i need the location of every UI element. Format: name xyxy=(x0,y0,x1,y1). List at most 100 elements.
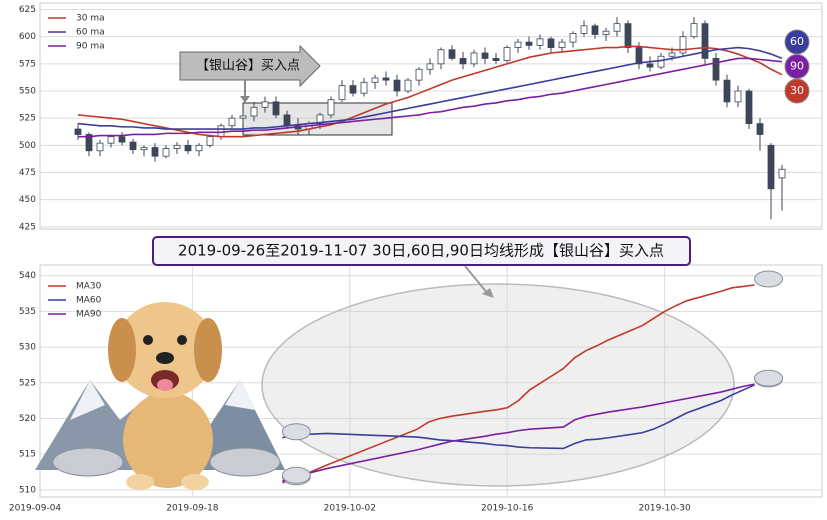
candle-body xyxy=(206,136,214,146)
end-label: 30 xyxy=(790,84,804,97)
candle-body xyxy=(272,101,280,116)
title-box xyxy=(152,236,691,266)
top-chart: 425 450 475 500 525 550 575 600 625 30 ma 60 ma 90 … xyxy=(19,5,822,232)
dog-tongue xyxy=(157,379,173,391)
candle-body xyxy=(701,23,709,59)
candle-body xyxy=(283,114,291,127)
candle-body xyxy=(162,148,170,157)
end-label-badge xyxy=(784,78,810,104)
candle-body xyxy=(195,144,203,152)
x-tick-label: 2019-09-04 xyxy=(9,504,62,514)
candle-body xyxy=(613,23,621,32)
candle-body xyxy=(481,52,489,59)
candle-body xyxy=(668,52,676,57)
decoration xyxy=(35,302,285,490)
y-tick-label: 525 xyxy=(19,378,36,388)
y-tick-label: 475 xyxy=(19,168,36,178)
ma-line xyxy=(78,57,783,138)
ma-line xyxy=(282,383,755,483)
candle-body xyxy=(569,33,577,43)
candle-body xyxy=(635,47,643,65)
candle-body xyxy=(690,23,698,38)
candle-body xyxy=(74,128,82,135)
title-pointer xyxy=(464,265,489,295)
candle-body xyxy=(96,142,104,152)
y-tick-label: 575 xyxy=(19,59,36,69)
snow xyxy=(225,380,255,410)
ma-line xyxy=(77,46,783,130)
silver-ingot xyxy=(281,466,311,484)
candle-body xyxy=(217,125,225,138)
y-tick-label: 600 xyxy=(19,32,36,42)
candle-body xyxy=(250,106,258,117)
candle-body xyxy=(558,41,566,48)
dog-eye xyxy=(177,335,187,345)
candle-body xyxy=(349,85,357,94)
candle-body xyxy=(624,23,632,48)
candle-body xyxy=(767,144,775,190)
candle-body xyxy=(470,52,478,65)
y-tick-label: 550 xyxy=(19,87,36,97)
candle-body xyxy=(580,25,588,34)
candle-body xyxy=(646,63,654,68)
candle-body xyxy=(371,77,379,83)
candle-body xyxy=(591,25,599,35)
candle-body xyxy=(239,115,247,119)
candle-body xyxy=(140,147,148,151)
legend-label: 90 ma xyxy=(76,42,105,52)
x-tick-label: 2019-10-16 xyxy=(481,504,534,514)
annotation: 【银山谷】买入点 xyxy=(196,59,300,74)
candle-body xyxy=(547,38,555,48)
y-tick-label: 510 xyxy=(19,485,36,495)
candle-body xyxy=(525,41,533,46)
y-tick-label: 520 xyxy=(19,414,36,424)
legend-label: MA60 xyxy=(76,296,102,306)
end-label: 60 xyxy=(790,35,804,48)
snow xyxy=(70,380,105,420)
chart-title: 2019-09-26至2019-11-07 30日,60日,90日均线形成【银山… xyxy=(178,242,664,260)
candle-body xyxy=(426,63,434,70)
ma-line xyxy=(282,284,755,484)
candle-body xyxy=(382,77,390,81)
candle-body xyxy=(129,141,137,151)
candle-body xyxy=(338,85,346,101)
ma-line xyxy=(282,384,755,450)
y-tick-label: 535 xyxy=(19,307,36,317)
y-tick-label: 515 xyxy=(19,450,36,460)
candle-body xyxy=(503,47,511,61)
candle-body xyxy=(107,136,115,144)
candle-body xyxy=(679,36,687,54)
ma-line xyxy=(77,45,783,138)
candle-body xyxy=(404,79,412,92)
candle-body xyxy=(360,81,368,94)
candle-body xyxy=(602,30,610,35)
annotation-pointer-head xyxy=(240,96,250,103)
y-tick-label: 625 xyxy=(19,5,36,15)
end-label: 90 xyxy=(790,60,804,73)
y-tick-label: 540 xyxy=(19,271,36,281)
silver-ingot xyxy=(209,447,281,477)
candle-body xyxy=(723,79,731,103)
candle-body xyxy=(492,58,500,61)
x-tick-label: 2019-09-18 xyxy=(166,504,219,514)
candle-body xyxy=(657,55,665,68)
candle-body xyxy=(327,99,335,116)
y-tick-label: 500 xyxy=(19,141,36,151)
dog-eye xyxy=(143,335,153,345)
x-tick-label: 2019-10-02 xyxy=(324,504,376,514)
candle-body xyxy=(734,90,742,103)
candle-body xyxy=(448,49,456,59)
legend-label: 30 ma xyxy=(76,14,105,24)
legend-label: MA30 xyxy=(76,282,102,292)
candle-body xyxy=(316,114,324,125)
annotation-arrow-box xyxy=(179,44,321,88)
legend-label: 60 ma xyxy=(76,28,105,38)
dog-body xyxy=(123,392,213,488)
dog-paw xyxy=(181,474,209,490)
candle-body xyxy=(85,134,93,152)
dog-head xyxy=(115,302,215,398)
candle-body xyxy=(261,101,269,108)
candle-body xyxy=(173,144,181,149)
candle-body xyxy=(514,41,522,48)
